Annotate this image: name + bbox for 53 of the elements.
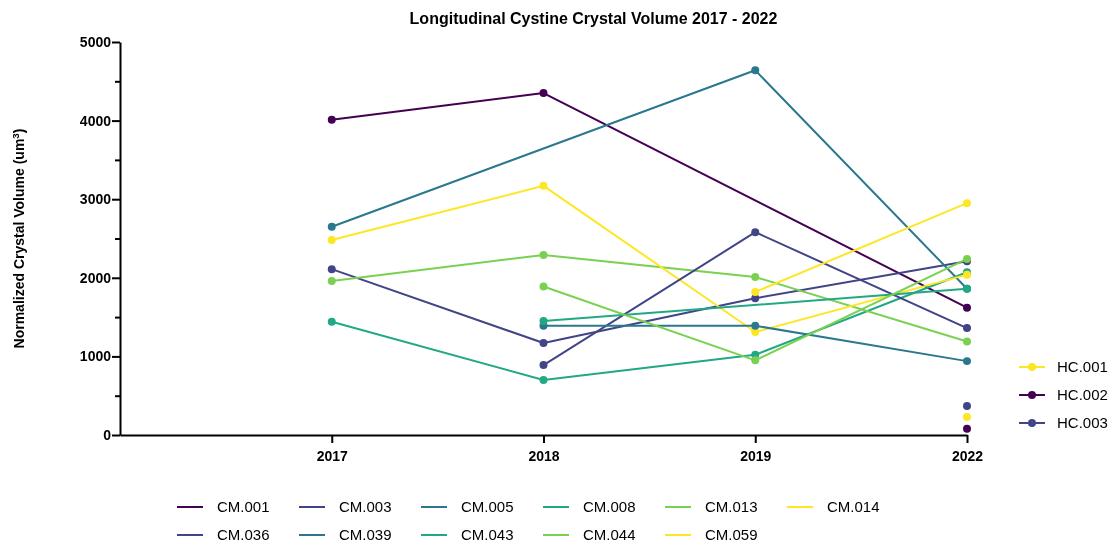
point xyxy=(963,199,971,208)
legend-label: CM.003 xyxy=(339,498,392,515)
point xyxy=(539,282,548,291)
legend-label: CM.043 xyxy=(461,526,514,543)
x-tick-label: 2022 xyxy=(951,448,984,465)
y-tick-label: 1000 xyxy=(79,348,112,365)
point xyxy=(963,412,971,421)
point xyxy=(963,401,971,410)
point xyxy=(963,337,971,346)
point xyxy=(751,356,760,365)
legend-label: HC.001 xyxy=(1057,358,1108,375)
point xyxy=(751,321,760,330)
point xyxy=(327,222,336,231)
legend-label: HC.003 xyxy=(1057,414,1108,431)
y-tick-label: 3000 xyxy=(79,191,112,208)
point xyxy=(963,303,971,312)
point xyxy=(327,317,336,326)
legend-label: CM.005 xyxy=(461,498,514,515)
point xyxy=(963,424,971,433)
legend-label: CM.014 xyxy=(827,498,880,515)
point xyxy=(751,273,760,281)
point xyxy=(751,228,760,237)
legend-label: CM.001 xyxy=(217,498,270,515)
x-tick-label: 2019 xyxy=(740,448,772,465)
point xyxy=(327,115,336,124)
point xyxy=(751,66,760,75)
legend-label: CM.036 xyxy=(217,526,270,543)
point xyxy=(539,89,548,98)
point xyxy=(539,361,548,370)
point xyxy=(539,251,548,259)
point xyxy=(963,357,971,366)
y-tick-label: 4000 xyxy=(79,112,112,129)
point xyxy=(539,339,548,348)
y-tick-label: 2000 xyxy=(79,269,112,286)
legend-label: HC.002 xyxy=(1057,386,1108,403)
point xyxy=(963,324,971,333)
point xyxy=(539,376,548,384)
x-tick-label: 2017 xyxy=(316,448,349,465)
y-tick-label: 0 xyxy=(103,426,112,443)
y-tick-label: 5000 xyxy=(79,33,112,50)
legend-label: CM.008 xyxy=(583,498,636,515)
point xyxy=(539,181,548,190)
point xyxy=(751,287,760,296)
legend-label: CM.013 xyxy=(705,498,758,515)
legend-label: CM.059 xyxy=(705,526,758,543)
legend-label: CM.044 xyxy=(583,526,636,543)
point xyxy=(327,265,336,274)
x-tick-label: 2018 xyxy=(528,448,560,465)
point xyxy=(327,236,336,245)
chart-title: Longitudinal Cystine Crystal Volume 2017 - 2022 xyxy=(409,10,778,27)
legend-label: CM.039 xyxy=(339,526,392,543)
point xyxy=(327,276,336,285)
point xyxy=(539,317,548,326)
